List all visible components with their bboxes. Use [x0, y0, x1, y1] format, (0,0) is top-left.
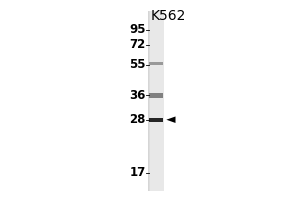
- Bar: [148, 11, 150, 191]
- Bar: [148, 11, 150, 191]
- Text: 95: 95: [129, 23, 146, 36]
- Bar: [148, 11, 164, 191]
- Bar: [149, 93, 163, 95]
- Text: 36: 36: [129, 89, 146, 102]
- Text: 17: 17: [129, 166, 146, 179]
- Bar: [149, 95, 163, 98]
- Bar: [148, 11, 149, 191]
- Bar: [149, 118, 163, 122]
- Bar: [149, 62, 163, 65]
- Text: 28: 28: [129, 113, 146, 126]
- Text: K562: K562: [150, 9, 185, 23]
- Text: 55: 55: [129, 58, 146, 71]
- Text: 72: 72: [129, 38, 146, 51]
- Polygon shape: [166, 116, 176, 123]
